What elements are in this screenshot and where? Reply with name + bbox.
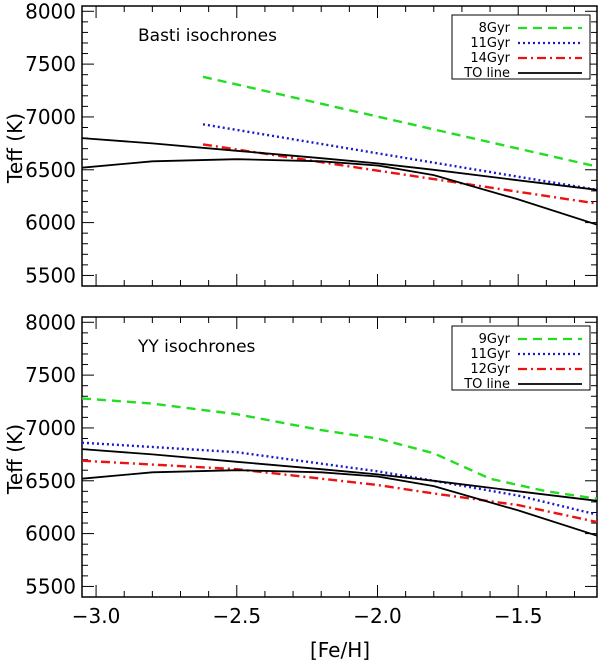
legend-label: 14Gyr	[470, 51, 510, 66]
y-tick-label: 7500	[25, 363, 76, 387]
x-tick-label: −3.0	[72, 604, 121, 628]
y-axis-title: Teff (K)	[3, 113, 27, 184]
series-line-12gyr	[82, 459, 597, 524]
y-tick-label: 7500	[25, 52, 76, 76]
y-axis-ticks	[82, 10, 597, 287]
y-axis-title: Teff (K)	[3, 424, 27, 495]
y-tick-label: 6500	[25, 158, 76, 182]
series-line-11gyr	[202, 123, 597, 191]
legend-label: 11Gyr	[470, 36, 510, 51]
x-axis-title: [Fe/H]	[310, 638, 370, 662]
panel-yy: 5500 6000 6500 7000 7500 8000 −3.0 −2.5 −2.0 −1.…	[3, 310, 598, 662]
series-line-11gyr	[82, 441, 597, 516]
series-line-to-line	[82, 137, 597, 191]
legend-label: 11Gyr	[470, 347, 510, 362]
legend-label: 8Gyr	[479, 21, 511, 36]
panel-label: Basti isochrones	[138, 26, 277, 46]
x-tick-label: −2.0	[353, 604, 402, 628]
plot-frame	[81, 5, 598, 287]
x-tick-label: −2.5	[212, 604, 261, 628]
series-line-9gyr	[82, 397, 597, 500]
x-axis-tick-labels: −3.0 −2.5 −2.0 −1.5	[72, 604, 543, 628]
legend-box	[451, 325, 591, 391]
series-line-to-line-lower	[82, 158, 597, 226]
y-tick-label: 7000	[25, 105, 76, 129]
series-line-8gyr	[202, 75, 597, 168]
y-tick-label: 5500	[25, 574, 76, 598]
legend-label: TO line	[463, 377, 510, 392]
y-tick-label: 7000	[25, 416, 76, 440]
panel-basti: 5500 6000 6500 7000 7500 8000 Basti isochrone…	[3, 0, 598, 287]
x-axis-ticks	[95, 6, 575, 286]
y-tick-label: 5500	[25, 263, 76, 287]
x-tick-label: −1.5	[494, 604, 543, 628]
panel-label: YY isochrones	[137, 337, 256, 357]
y-tick-label: 6000	[25, 522, 76, 546]
y-tick-label: 6500	[25, 469, 76, 493]
y-axis-tick-labels: 5500 6000 6500 7000 7500 8000	[25, 310, 76, 598]
legend-box	[451, 14, 591, 80]
plot-frame	[81, 316, 598, 598]
legend-label: TO line	[463, 66, 510, 81]
y-tick-label: 8000	[25, 310, 76, 334]
series-lines	[82, 397, 597, 537]
y-tick-label: 6000	[25, 211, 76, 235]
y-axis-tick-labels: 5500 6000 6500 7000 7500 8000	[25, 0, 76, 287]
series-lines	[82, 75, 597, 226]
series-line-to-line	[82, 448, 597, 502]
legend-label: 12Gyr	[470, 362, 510, 377]
series-line-to-line-lower	[82, 469, 597, 537]
y-tick-label: 8000	[25, 0, 76, 23]
legend-label: 9Gyr	[479, 332, 511, 347]
